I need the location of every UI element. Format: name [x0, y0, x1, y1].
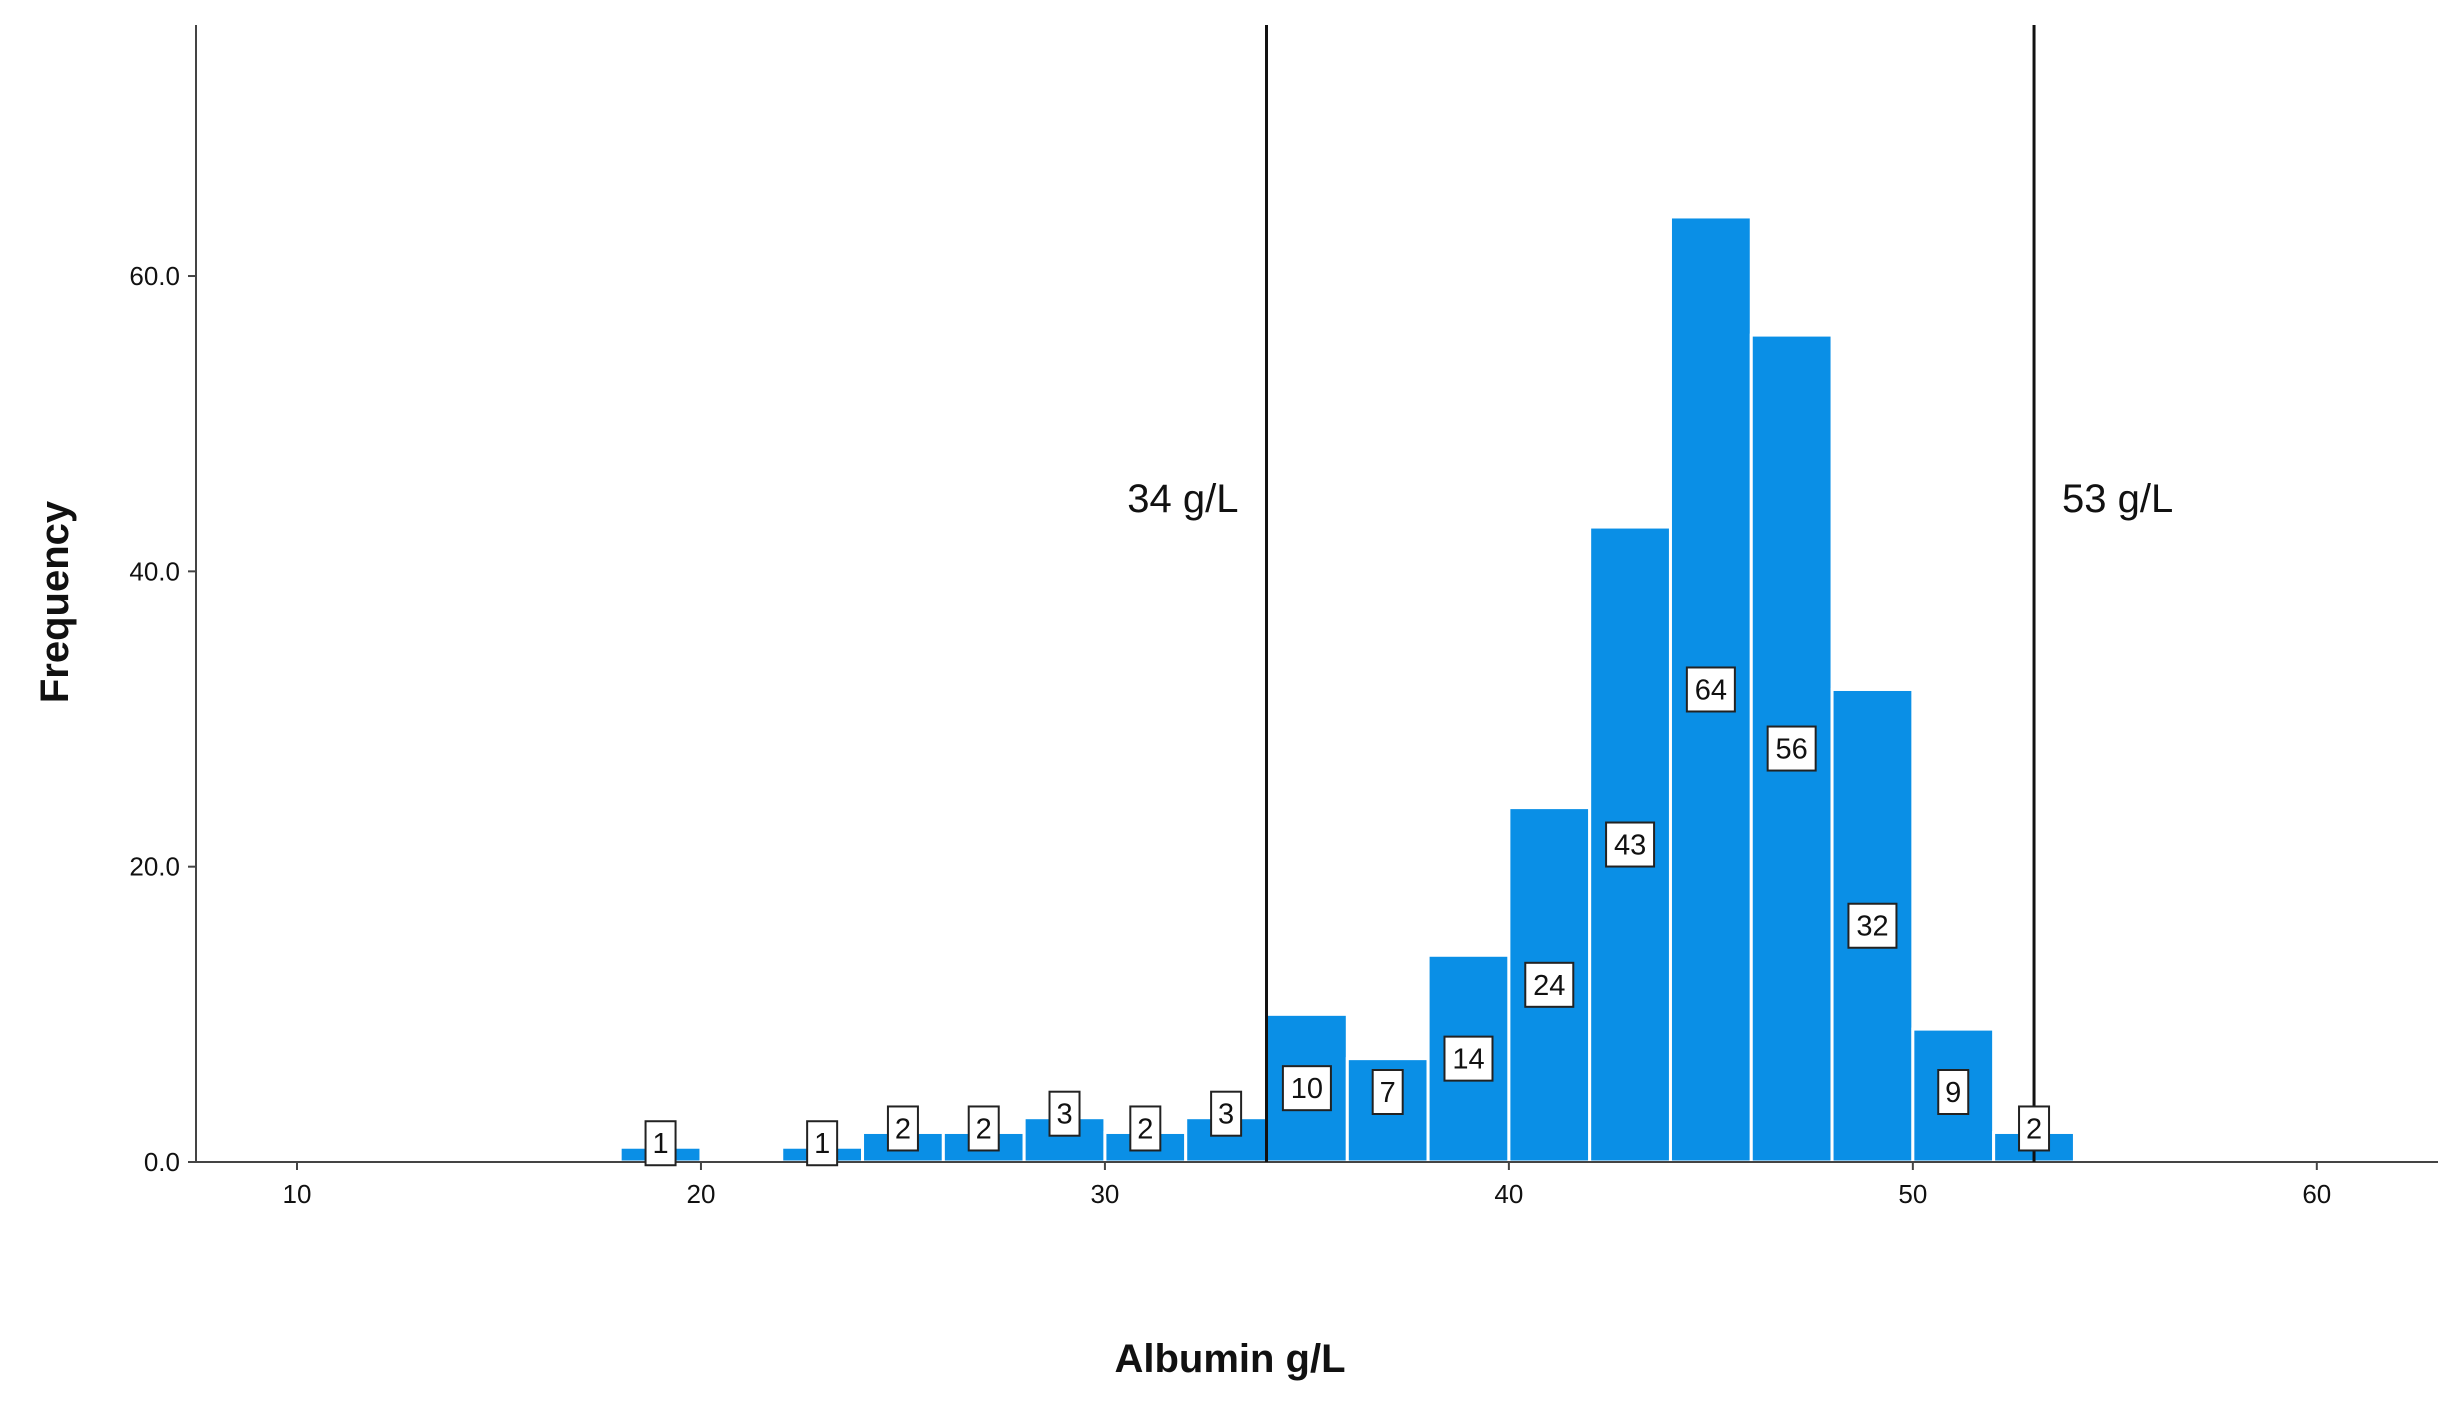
- data-label: 56: [1766, 725, 1817, 772]
- x-tick-label: 40: [1494, 1179, 1523, 1209]
- data-label-value: 2: [895, 1113, 911, 1145]
- data-label: 2: [967, 1105, 1000, 1152]
- data-label-value: 2: [2026, 1113, 2042, 1145]
- data-label-box: [1685, 666, 1736, 713]
- data-label: 32: [1847, 902, 1898, 949]
- data-label-box: [1210, 1090, 1243, 1137]
- data-label-value: 7: [1380, 1077, 1396, 1109]
- data-label-value: 2: [976, 1113, 992, 1145]
- reference-line-label: 53 g/L: [2062, 477, 2173, 521]
- data-label-box: [1605, 821, 1656, 868]
- x-tick-label: 30: [1090, 1179, 1119, 1209]
- data-label-value: 9: [1945, 1077, 1961, 1109]
- data-label-box: [644, 1120, 677, 1167]
- y-tick-label: 40.0: [129, 556, 180, 586]
- data-label-value: 14: [1452, 1044, 1484, 1076]
- y-axis-title: Frequency: [33, 500, 77, 703]
- reference-line-label: 34 g/L: [1127, 477, 1238, 521]
- data-label: 14: [1443, 1035, 1494, 1082]
- x-axis-title: Albumin g/L: [1114, 1337, 1345, 1381]
- histogram-bar: [1749, 333, 1834, 1164]
- data-label-value: 2: [1137, 1113, 1153, 1145]
- y-tick-label: 20.0: [129, 852, 180, 882]
- data-label: 10: [1281, 1065, 1332, 1112]
- data-label-value: 3: [1056, 1099, 1072, 1131]
- data-label: 2: [2018, 1105, 2051, 1152]
- data-label-value: 1: [814, 1128, 830, 1160]
- reference-lines-layer: 34 g/L 53 g/L: [1127, 25, 2173, 1162]
- ticks-layer: 10 20 30 40 50 60 0.0 20.0 40.0 60.0: [129, 261, 2331, 1209]
- x-tick-label: 20: [686, 1179, 715, 1209]
- data-label: 2: [886, 1105, 919, 1152]
- data-label-box: [1524, 961, 1575, 1008]
- data-label-value: 32: [1856, 911, 1888, 943]
- data-label: 1: [644, 1120, 677, 1167]
- data-label-value: 43: [1614, 830, 1646, 862]
- data-label: 64: [1685, 666, 1736, 713]
- data-label: 24: [1524, 961, 1575, 1008]
- data-label: 3: [1210, 1090, 1243, 1137]
- data-label: 43: [1605, 821, 1656, 868]
- data-label-box: [806, 1120, 839, 1167]
- data-label-value: 64: [1695, 674, 1727, 706]
- data-label: 1: [806, 1120, 839, 1167]
- data-label-box: [1281, 1065, 1332, 1112]
- y-tick-label: 60.0: [129, 261, 180, 291]
- data-label-box: [1443, 1035, 1494, 1082]
- axes-layer: [195, 25, 2438, 1163]
- data-label-box: [2018, 1105, 2051, 1152]
- y-tick-label: 0.0: [144, 1147, 180, 1177]
- data-label: 9: [1937, 1069, 1970, 1115]
- data-label-box: [1766, 725, 1817, 772]
- data-label-value: 56: [1776, 734, 1808, 766]
- data-label-value: 1: [652, 1128, 668, 1160]
- data-label-box: [1937, 1069, 1970, 1115]
- data-label-box: [1371, 1069, 1404, 1115]
- data-label-box: [1847, 902, 1898, 949]
- data-label-box: [967, 1105, 1000, 1152]
- data-label-value: 3: [1218, 1099, 1234, 1131]
- data-label: 7: [1371, 1069, 1404, 1115]
- data-label-box: [886, 1105, 919, 1152]
- x-tick-label: 10: [283, 1179, 312, 1209]
- data-label-box: [1048, 1090, 1081, 1137]
- data-label-box: [1129, 1105, 1162, 1152]
- data-label-value: 10: [1291, 1073, 1323, 1105]
- data-label: 3: [1048, 1090, 1081, 1137]
- data-label-value: 24: [1533, 970, 1565, 1002]
- data-label: 2: [1129, 1105, 1162, 1152]
- bars-layer: [618, 215, 2076, 1164]
- x-tick-label: 60: [2302, 1179, 2331, 1209]
- x-tick-label: 50: [1898, 1179, 1927, 1209]
